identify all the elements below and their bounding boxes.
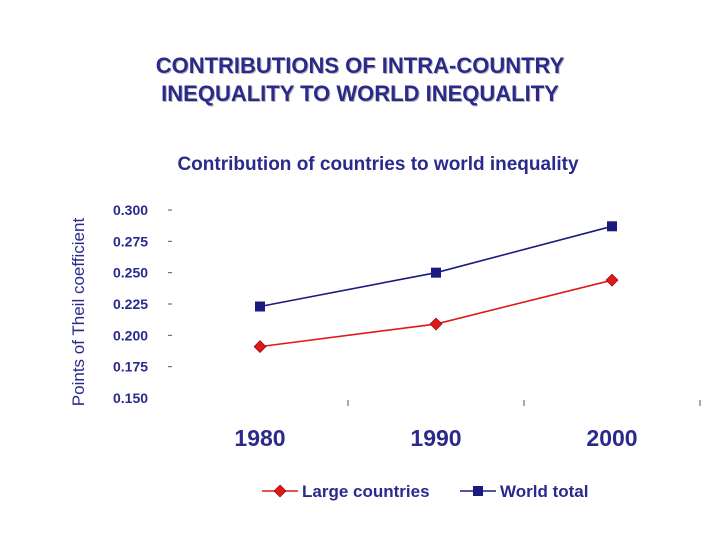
y-tick-label: 0.225 [113,296,148,312]
chart-title: Contribution of countries to world inequ… [177,154,579,175]
y-tick-label: 0.200 [113,327,148,343]
slide-title-line-1: CONTRIBUTIONS OF INTRA-COUNTRY [155,53,565,78]
series-line [259,279,613,348]
legend-marker [473,486,483,496]
slide-title-line-2: INEQUALITY TO WORLD INEQUALITY [161,81,559,106]
x-axis: 1980 1990 2000 [234,400,701,451]
y-tick-label: 0.275 [113,233,148,249]
slide-title: CONTRIBUTIONS OF INTRA-COUNTRY INEQUALIT… [0,52,720,108]
data-point [255,301,265,312]
y-tick-label: 0.150 [113,390,148,406]
legend-label: World total [500,482,588,501]
series-line [259,225,613,308]
x-tick-label: 2000 [586,425,637,451]
series-lines [253,221,619,354]
y-axis: 0.300 0.275 0.250 0.225 0.200 0.175 0.150 [113,202,172,406]
y-tick-label: 0.250 [113,265,148,281]
y-axis-label: Points of Theil coefficient [69,218,88,407]
data-point [607,221,617,232]
data-point [431,267,441,278]
y-tick-label: 0.300 [113,202,148,218]
data-point [605,273,619,287]
legend-marker [273,484,287,498]
legend-label: Large countries [302,482,430,501]
data-point [429,317,443,331]
legend: Large countries World total [262,482,588,501]
data-point [253,340,267,354]
y-tick-label: 0.175 [113,359,148,375]
x-tick-label: 1980 [234,425,285,451]
x-tick-label: 1990 [410,425,461,451]
